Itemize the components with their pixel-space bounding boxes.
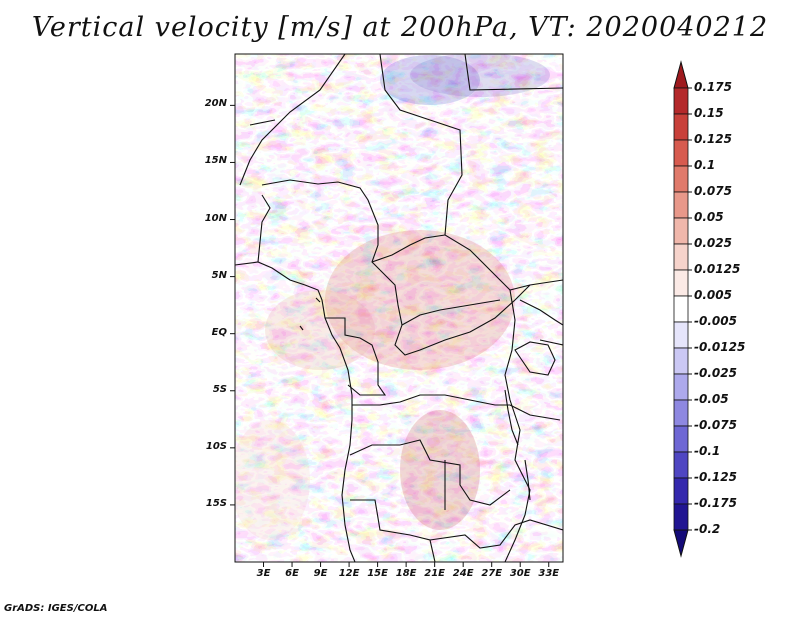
colorbar-label: -0.005: [694, 314, 737, 328]
lon-tick-label: 9E: [313, 568, 328, 579]
lat-tick-label: 5N: [211, 269, 227, 281]
colorbar-swatch: [673, 269, 689, 297]
longitude-ticks: [263, 562, 550, 567]
lat-tick-label: 15N: [204, 155, 227, 167]
colorbar-label: 0.025: [694, 236, 732, 250]
colorbar-label: 0.05: [694, 210, 724, 224]
latitude-ticks: [230, 104, 235, 506]
gulf-of-guinea-islands: [299, 297, 321, 331]
colorbar-label: -0.2: [694, 522, 721, 536]
colorbar-swatch: [673, 503, 689, 531]
country-borders: [235, 54, 563, 562]
colorbar-swatch: [673, 477, 689, 505]
colorbar-swatch: [673, 347, 689, 375]
lat-tick-label: 15S: [205, 497, 227, 509]
lake-malawi: [524, 459, 531, 501]
coastline: [235, 261, 356, 562]
colorbar-label: -0.175: [694, 496, 737, 510]
lon-tick-label: 15E: [367, 568, 388, 579]
colorbar-label: -0.0125: [694, 340, 746, 354]
lat-tick-label: 10S: [205, 440, 227, 452]
lon-tick-label: 27E: [481, 568, 503, 579]
colorbar-swatch: [673, 295, 689, 323]
lon-tick-label: 30E: [509, 568, 531, 579]
map-frame: [234, 53, 564, 563]
colorbar-swatch: [673, 243, 689, 271]
colorbar-top-arrow: [673, 60, 689, 89]
map-title: Vertical velocity [m/s] at 200hPa, VT: 2…: [31, 12, 769, 43]
colorbar-swatch: [673, 373, 689, 401]
colorbar-label: -0.125: [694, 470, 737, 484]
lat-tick-label: 20N: [204, 98, 227, 110]
colorbar-swatch: [673, 425, 689, 453]
lon-tick-label: 24E: [452, 568, 474, 579]
colorbar-label: -0.075: [694, 418, 737, 432]
lat-tick-label: EQ: [211, 326, 227, 338]
colorbar-swatch: [673, 165, 689, 193]
lat-tick-label: 5S: [212, 383, 227, 395]
lon-tick-label: 12E: [338, 568, 360, 579]
colorbar-label: 0.175: [694, 80, 732, 94]
lon-tick-label: 33E: [538, 568, 560, 579]
colorbar-label: -0.05: [694, 392, 729, 406]
colorbar-label: -0.025: [694, 366, 737, 380]
colorbar-swatch: [673, 113, 689, 141]
colorbar-label: -0.1: [694, 444, 721, 458]
colorbar-label: 0.1: [694, 158, 716, 172]
colorbar-label: 0.005: [694, 288, 732, 302]
lat-tick-label: 10N: [204, 212, 227, 224]
lake-victoria: [514, 341, 556, 376]
colorbar-swatch: [673, 87, 689, 115]
lake-tanganyika: [504, 389, 519, 446]
colorbar-label: 0.15: [694, 106, 724, 120]
colorbar-swatch: [673, 451, 689, 479]
colorbar-swatch: [673, 191, 689, 219]
colorbar-swatch: [673, 399, 689, 427]
colorbar-swatch: [673, 139, 689, 167]
colorbar-label: 0.125: [694, 132, 732, 146]
colorbar-bottom-arrow: [673, 529, 689, 558]
lon-tick-label: 6E: [285, 568, 299, 579]
colorbar-label: 0.075: [694, 184, 732, 198]
colorbar-label: 0.0125: [694, 262, 741, 276]
colorbar-swatch: [673, 321, 689, 349]
lon-tick-label: 3E: [256, 568, 271, 579]
lon-tick-label: 21E: [424, 568, 446, 579]
colorbar-swatch: [673, 217, 689, 245]
lon-tick-label: 18E: [395, 568, 417, 579]
colorbar-boxes: [673, 60, 692, 558]
grads-credit: GrADS: IGES/COLA: [4, 603, 108, 614]
